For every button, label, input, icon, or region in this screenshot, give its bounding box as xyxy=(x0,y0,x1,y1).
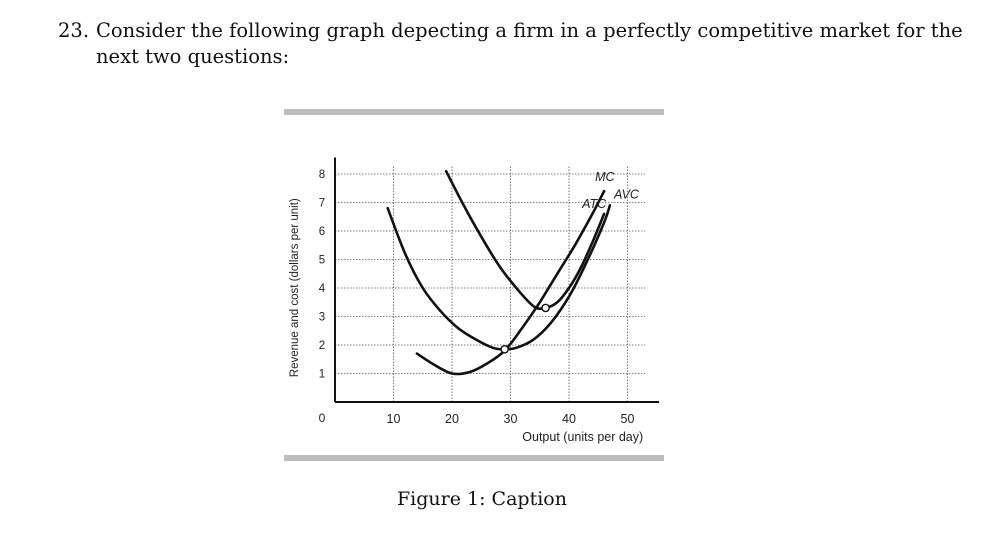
figure-caption-text: Figure 1: Caption xyxy=(397,488,567,510)
figure-bottom-rule xyxy=(284,455,664,461)
intersection-point xyxy=(500,344,509,354)
x-tick-label: 40 xyxy=(562,412,576,426)
y-tick-label: 4 xyxy=(319,283,326,295)
y-tick-label: 3 xyxy=(319,312,325,324)
y-tick-label: 5 xyxy=(319,255,325,267)
x-tick-label: 20 xyxy=(445,412,459,426)
cost-curves-chart: 1 2 3 4 5 6 7 8 10 20 30 40 50 0 Output (units per day… xyxy=(284,109,664,461)
curve-label-avc: AVC xyxy=(613,187,640,201)
x-tick-label: 30 xyxy=(504,412,518,426)
curve-label-atc: ATC xyxy=(581,197,607,211)
x-tick-label: 50 xyxy=(621,412,635,426)
origin-label: 0 xyxy=(319,411,326,425)
curve-label-mc: MC xyxy=(595,170,615,184)
y-tick-label: 8 xyxy=(319,169,325,181)
y-tick-label: 2 xyxy=(319,340,325,352)
curve-mc xyxy=(415,189,606,376)
x-axis-label: Output (units per day) xyxy=(522,430,643,444)
cost-curves-figure: 1 2 3 4 5 6 7 8 10 20 30 40 50 0 Output (units per day… xyxy=(280,105,680,465)
curve-atc xyxy=(444,169,606,311)
intersection-point xyxy=(541,303,550,313)
figure-top-rule xyxy=(284,109,664,115)
y-tick-label: 6 xyxy=(319,226,325,238)
x-tick-label: 10 xyxy=(387,412,401,426)
question-number: 23. xyxy=(58,19,90,42)
question-line-1: Consider the following graph depecting a… xyxy=(96,19,963,42)
question-line-2: next two questions: xyxy=(96,45,290,68)
y-tick-label: 1 xyxy=(319,369,325,381)
y-tick-label: 7 xyxy=(319,198,325,210)
y-axis-label: Revenue and cost (dollars per unit) xyxy=(289,198,301,377)
